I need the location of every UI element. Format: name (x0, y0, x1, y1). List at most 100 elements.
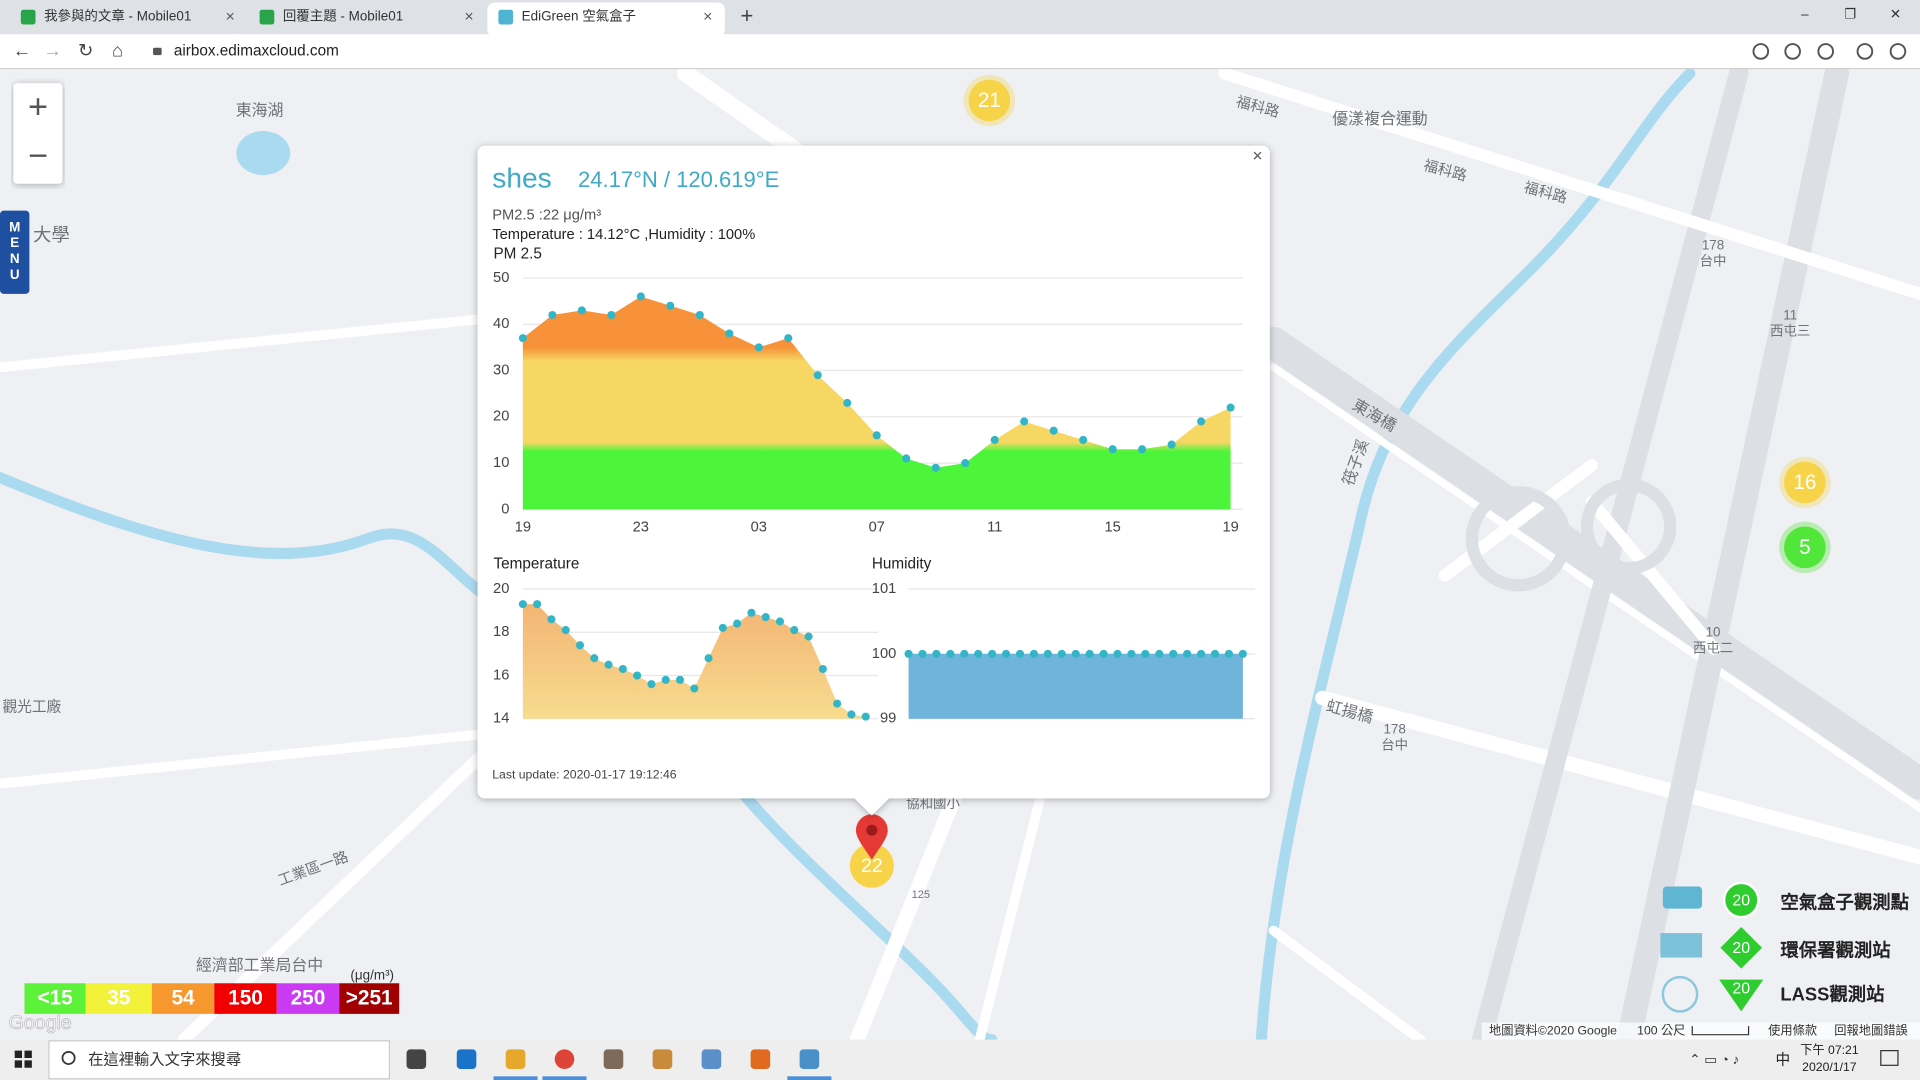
station-name: shes (492, 162, 551, 193)
data-point (960, 649, 969, 658)
tab-icon (259, 9, 275, 25)
data-point (695, 310, 704, 320)
menu-letter[interactable]: M (9, 219, 20, 234)
data-point (590, 654, 599, 663)
restore[interactable]: ❐ (1844, 6, 1856, 21)
chart: Temperature 14 16 18 20 (493, 556, 878, 727)
tab-bar (0, 0, 1920, 35)
data-point (843, 398, 852, 407)
data-point (1169, 649, 1178, 658)
y-tick-label: 100 (872, 646, 897, 662)
toolbar-icon[interactable] (1856, 43, 1874, 60)
taskbar-app[interactable] (505, 1049, 526, 1069)
data-point (1108, 445, 1117, 454)
taskbar-app[interactable] (406, 1049, 427, 1069)
area (522, 296, 1231, 510)
back[interactable]: ← (13, 39, 31, 60)
y-tick-label: 40 (493, 316, 509, 332)
tab-title: 我參與的文章 - Mobile01 (44, 8, 191, 24)
clock-date[interactable]: 2020/1/17 (1802, 1060, 1857, 1074)
data-point (775, 617, 785, 626)
data-point (575, 641, 585, 650)
data-point (1155, 649, 1164, 658)
close-window[interactable]: ✕ (1890, 6, 1901, 21)
selected-value: 22 (861, 855, 883, 877)
report-link[interactable]: 回報地圖錯誤 (1834, 1022, 1907, 1037)
terms-link[interactable]: 使用條款 (1768, 1022, 1817, 1037)
data-point (747, 608, 756, 617)
cluster-value: 16 (1793, 471, 1816, 494)
data-point (754, 343, 763, 352)
tab-close[interactable]: × (464, 8, 473, 25)
notification-icon[interactable] (1880, 1050, 1899, 1066)
taskbar-app[interactable] (554, 1049, 575, 1069)
taskbar-app[interactable] (652, 1049, 673, 1069)
zoom-in[interactable]: + (28, 88, 48, 126)
data-point (607, 310, 616, 320)
aqi-label: 150 (228, 987, 263, 1010)
start-button[interactable] (14, 1050, 32, 1068)
zoom-out[interactable]: − (28, 137, 48, 175)
station-label: 空氣盒子觀測點 (1780, 892, 1909, 913)
taskbar-app[interactable] (701, 1049, 722, 1069)
x-tick-label: 03 (751, 520, 767, 536)
map-label: 西屯三 (1770, 323, 1810, 338)
tab-close[interactable]: × (226, 8, 235, 25)
menu-letter[interactable]: N (10, 251, 20, 266)
data-point (1238, 649, 1247, 658)
tab[interactable]: 我參與的文章 - Mobile01 × (20, 8, 235, 26)
lock-icon (153, 47, 162, 56)
home[interactable]: ⌂ (112, 39, 123, 60)
station-legend: 20 空氣盒子觀測點 20 環保署觀測站 20 LASS觀測站 (1660, 881, 1909, 1013)
taskbar-app[interactable] (750, 1049, 771, 1069)
tab[interactable]: 回覆主題 - Mobile01 × (259, 8, 474, 25)
interchange (1465, 486, 1572, 592)
selected-marker[interactable]: 22 (849, 814, 894, 888)
x-tick-label: 07 (869, 520, 885, 536)
tab[interactable]: EdiGreen 空氣盒子 × (487, 2, 725, 37)
interchange (1580, 478, 1677, 575)
toolbar-icon[interactable] (1752, 43, 1770, 60)
clock-time[interactable]: 下午 07:21 (1800, 1043, 1859, 1057)
road (0, 729, 483, 789)
map-label: 台中 (1381, 737, 1408, 752)
data-point (1138, 445, 1147, 454)
aqi-swatch (85, 983, 152, 1014)
taskbar-app[interactable] (603, 1049, 624, 1069)
ime-indicator[interactable]: 中 (1776, 1051, 1791, 1068)
taskbar-app[interactable] (799, 1049, 820, 1069)
search-box[interactable] (48, 1040, 390, 1080)
road (1585, 495, 1721, 656)
y-tick-label: 101 (872, 581, 897, 597)
menu-letter[interactable]: E (10, 235, 19, 250)
forward[interactable]: → (43, 39, 61, 60)
aqi-swatch (214, 983, 277, 1014)
address-bar (0, 34, 1920, 69)
tab-icon (498, 9, 514, 25)
data-point (818, 664, 827, 674)
station-value: 20 (1732, 981, 1750, 998)
taskbar-app[interactable] (456, 1049, 477, 1069)
menu-letter[interactable]: U (10, 267, 20, 282)
search-placeholder[interactable]: 在這裡輸入文字來搜尋 (88, 1050, 241, 1068)
aqi-label: 35 (107, 987, 130, 1010)
data-point (974, 649, 983, 658)
url[interactable]: airbox.edimaxcloud.com (174, 42, 339, 59)
popup-close[interactable]: × (1253, 145, 1263, 165)
reload[interactable]: ↻ (78, 39, 93, 60)
menu-button[interactable] (0, 210, 30, 294)
toolbar-icon[interactable] (1817, 43, 1835, 60)
toolbar-icon[interactable] (1784, 43, 1801, 60)
cluster-marker[interactable]: 5 (1779, 521, 1831, 574)
station-symbol (1719, 979, 1764, 1012)
toolbar-icon[interactable] (1889, 43, 1907, 60)
data-point (1210, 649, 1220, 658)
minimize[interactable]: – (1801, 6, 1809, 21)
aqi-swatch (151, 983, 215, 1014)
data-point (1167, 440, 1176, 449)
new-tab[interactable]: + (741, 3, 754, 28)
tab-close[interactable]: × (703, 8, 712, 25)
cluster-marker[interactable]: 21 (963, 74, 1016, 127)
cluster-marker[interactable]: 16 (1779, 456, 1831, 509)
